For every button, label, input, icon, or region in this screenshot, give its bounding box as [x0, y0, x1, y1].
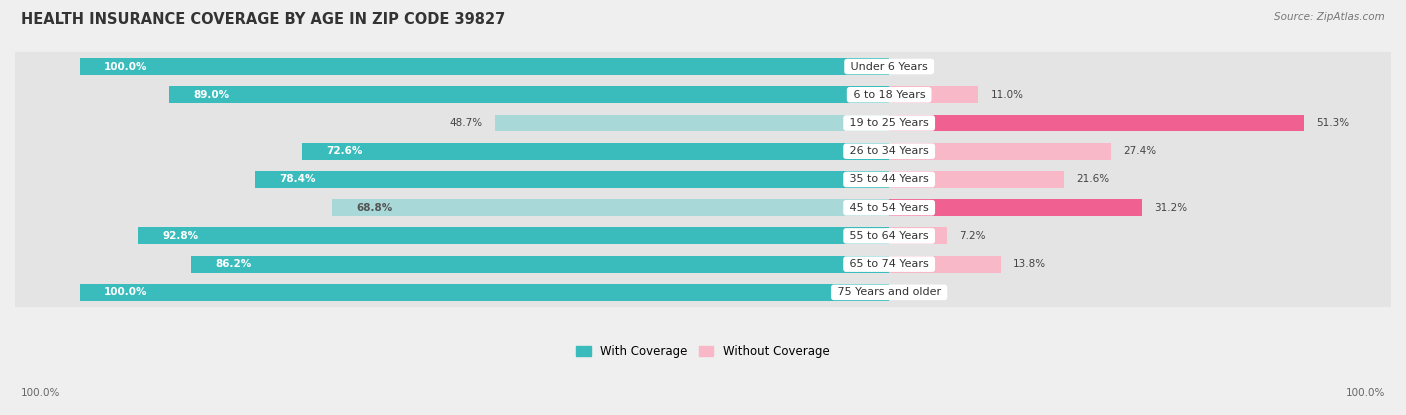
Bar [889, 227, 948, 244]
FancyBboxPatch shape [15, 137, 1391, 166]
Text: 48.7%: 48.7% [450, 118, 482, 128]
Text: 27.4%: 27.4% [1123, 146, 1156, 156]
Text: 92.8%: 92.8% [162, 231, 198, 241]
Text: 35 to 44 Years: 35 to 44 Years [846, 174, 932, 184]
Text: 78.4%: 78.4% [278, 174, 315, 184]
Text: 13.8%: 13.8% [1012, 259, 1046, 269]
Bar [889, 115, 1305, 132]
Bar [254, 171, 889, 188]
Bar [332, 199, 889, 216]
Text: HEALTH INSURANCE COVERAGE BY AGE IN ZIP CODE 39827: HEALTH INSURANCE COVERAGE BY AGE IN ZIP … [21, 12, 505, 27]
Text: 100.0%: 100.0% [21, 388, 60, 398]
Text: 51.3%: 51.3% [1316, 118, 1350, 128]
FancyBboxPatch shape [15, 249, 1391, 279]
Text: Source: ZipAtlas.com: Source: ZipAtlas.com [1274, 12, 1385, 22]
Bar [301, 143, 889, 160]
Text: 7.2%: 7.2% [959, 231, 986, 241]
Bar [889, 256, 1001, 273]
Bar [191, 256, 889, 273]
Bar [80, 284, 889, 301]
Text: 65 to 74 Years: 65 to 74 Years [846, 259, 932, 269]
Text: 0.0%: 0.0% [901, 287, 928, 298]
Bar [138, 227, 889, 244]
Text: 100.0%: 100.0% [104, 287, 148, 298]
Text: 21.6%: 21.6% [1076, 174, 1109, 184]
FancyBboxPatch shape [15, 221, 1391, 251]
Text: 55 to 64 Years: 55 to 64 Years [846, 231, 932, 241]
FancyBboxPatch shape [15, 193, 1391, 222]
Text: 100.0%: 100.0% [104, 61, 148, 71]
FancyBboxPatch shape [15, 278, 1391, 307]
FancyBboxPatch shape [15, 108, 1391, 138]
Text: 68.8%: 68.8% [357, 203, 392, 212]
Text: 31.2%: 31.2% [1154, 203, 1187, 212]
FancyBboxPatch shape [15, 165, 1391, 194]
FancyBboxPatch shape [15, 52, 1391, 81]
Bar [889, 86, 979, 103]
Text: 11.0%: 11.0% [990, 90, 1024, 100]
Bar [169, 86, 889, 103]
Text: 86.2%: 86.2% [215, 259, 252, 269]
Text: Under 6 Years: Under 6 Years [846, 61, 931, 71]
Text: 6 to 18 Years: 6 to 18 Years [849, 90, 929, 100]
Bar [889, 143, 1111, 160]
Bar [495, 115, 889, 132]
Text: 0.0%: 0.0% [901, 61, 928, 71]
Legend: With Coverage, Without Coverage: With Coverage, Without Coverage [572, 340, 834, 363]
Text: 45 to 54 Years: 45 to 54 Years [846, 203, 932, 212]
Text: 89.0%: 89.0% [193, 90, 229, 100]
Text: 75 Years and older: 75 Years and older [834, 287, 945, 298]
Text: 26 to 34 Years: 26 to 34 Years [846, 146, 932, 156]
Bar [889, 171, 1064, 188]
Bar [80, 58, 889, 75]
Text: 19 to 25 Years: 19 to 25 Years [846, 118, 932, 128]
Bar [889, 199, 1142, 216]
FancyBboxPatch shape [15, 80, 1391, 110]
Text: 72.6%: 72.6% [326, 146, 363, 156]
Text: 100.0%: 100.0% [1346, 388, 1385, 398]
